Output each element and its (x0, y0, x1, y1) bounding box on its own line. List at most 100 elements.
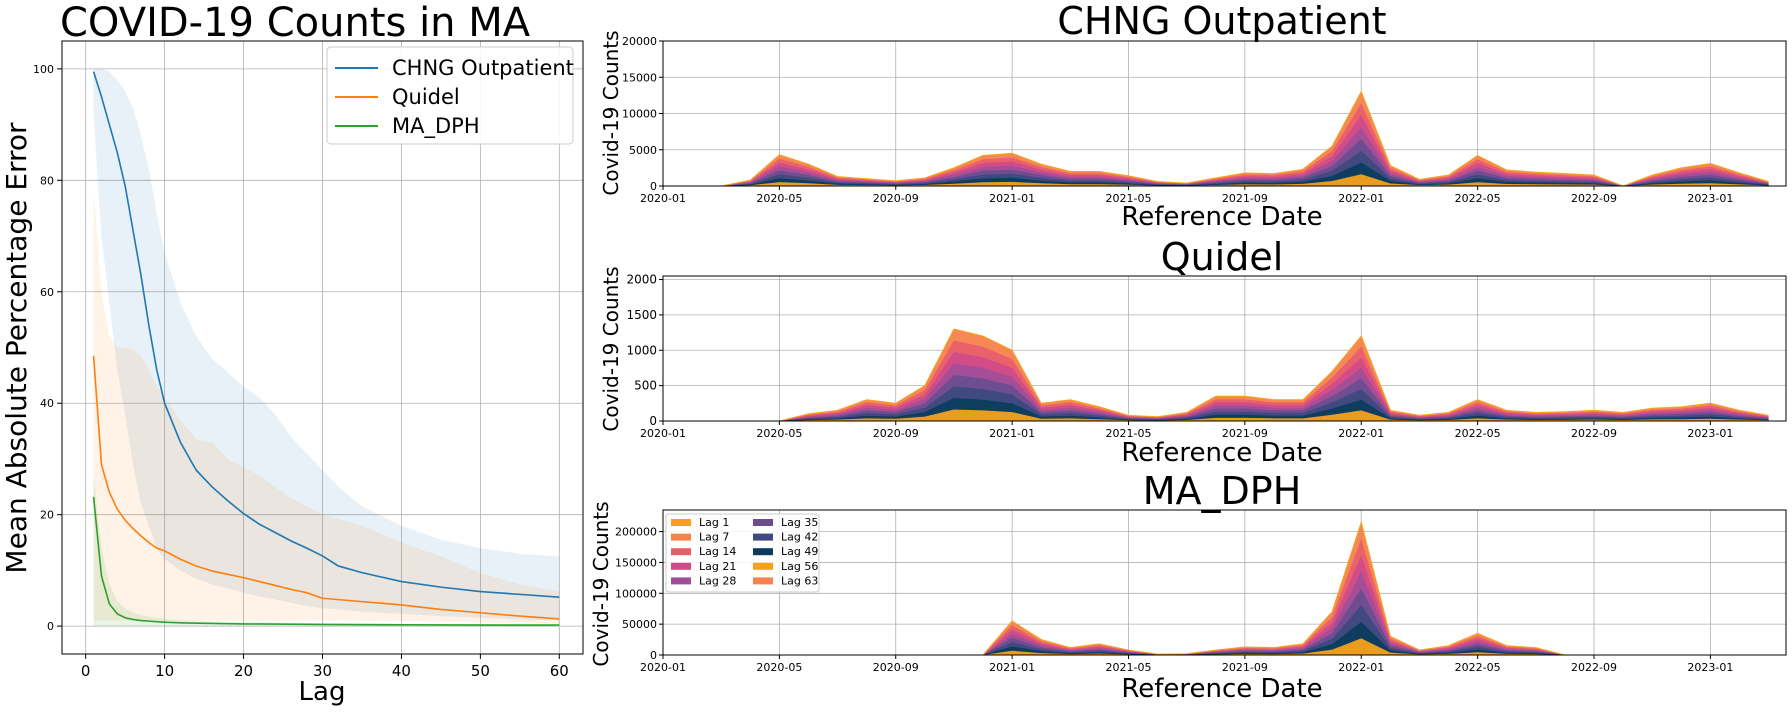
x-tick-label: 2021-01 (989, 427, 1035, 440)
subplot-title: CHNG Outpatient (1057, 0, 1386, 43)
top-outline (663, 90, 1769, 187)
legend-swatch (671, 562, 691, 570)
y-tick-label: 0 (47, 620, 54, 633)
y-axis-label: Covid-19 Counts (589, 501, 613, 666)
series-lines (92, 71, 560, 626)
x-ticks: 2020-01 2020-05 2020-09 2021-01 2021-05 2021-… (640, 655, 1733, 674)
top-outline (663, 520, 1769, 656)
legend-label: Lag 35 (781, 516, 818, 529)
x-tick-label: 2020-05 (756, 192, 802, 205)
y-ticks: 0 20 40 60 80 100 (33, 63, 62, 633)
x-axis-label: Reference Date (1121, 202, 1322, 232)
x-axis-label: Reference Date (1121, 438, 1322, 468)
legend: CHNG Outpatient Quidel MA_DPH (326, 46, 574, 145)
series-line-2 (92, 496, 560, 626)
y-tick-label: 0 (650, 180, 657, 193)
y-tick-label: 5000 (629, 144, 657, 157)
y-axis-label: Mean Absolute Percentage Error (0, 122, 33, 574)
x-tick-label: 2021-05 (1106, 427, 1152, 440)
y-tick-label: 200000 (615, 526, 657, 539)
x-tick-label: 60 (550, 662, 569, 680)
stack-layer-0 (663, 409, 1769, 421)
stacked-areas (663, 90, 1769, 187)
x-tick-label: 2022-05 (1455, 427, 1501, 440)
x-tick-label: 2020-09 (873, 661, 919, 674)
x-tick-label: 2021-05 (1106, 192, 1152, 205)
stack-layer-7 (663, 522, 1769, 655)
x-tick-label: 20 (234, 662, 253, 680)
x-tick-label: 2022-09 (1571, 427, 1617, 440)
stack-layer-4 (663, 572, 1769, 655)
x-tick-label: 40 (392, 662, 411, 680)
y-tick-label: 20000 (622, 35, 657, 48)
quidel-chart: Quidel 2020-01 2020-05 2020-09 2021-01 2021-… (599, 235, 1787, 468)
legend-swatch (753, 577, 773, 585)
x-tick-label: 2021-09 (1222, 661, 1268, 674)
stack-layer-6 (663, 538, 1769, 655)
y-tick-label: 500 (634, 379, 657, 393)
legend-swatch (753, 548, 773, 556)
x-tick-label: 2022-09 (1571, 661, 1617, 674)
x-tick-label: 2020-01 (640, 427, 686, 440)
legend-label: Lag 1 (699, 516, 729, 529)
stack-layer-7 (663, 91, 1769, 186)
band-0 (93, 68, 560, 621)
x-tick-label: 2022-05 (1455, 661, 1501, 674)
x-axis-label: Reference Date (1121, 674, 1322, 704)
y-tick-label: 100 (33, 63, 54, 76)
y-axis-label: Covid-19 Counts (599, 266, 623, 431)
x-tick-label: 50 (471, 662, 490, 680)
y-tick-label: 150000 (615, 556, 657, 569)
x-axis-label: Lag (299, 677, 346, 707)
y-tick-label: 2000 (626, 273, 657, 287)
legend-label: Lag 7 (699, 531, 729, 544)
x-tick-label: 2020-01 (640, 192, 686, 205)
legend-label-quidel: Quidel (392, 85, 460, 109)
legend-swatch (671, 577, 691, 585)
y-tick-label: 20 (40, 509, 54, 522)
x-tick-label: 30 (313, 662, 332, 680)
x-tick-label: 2020-09 (873, 427, 919, 440)
band-1 (93, 191, 560, 624)
legend-label: Lag 14 (699, 545, 736, 558)
ma-dph-chart: MA_DPH 2020-01 2020-05 2020-09 2021-01 2021-… (589, 469, 1787, 704)
legend-label: Lag 63 (781, 574, 818, 587)
x-tick-label: 2023-01 (1687, 427, 1733, 440)
y-ticks: 0 5000 10000 15000 20000 (622, 35, 663, 193)
legend-swatch (753, 519, 773, 526)
stack-layer-3 (663, 588, 1769, 655)
confidence-bands (93, 68, 560, 627)
x-tick-label: 2020-05 (756, 661, 802, 674)
legend-swatch (753, 533, 773, 541)
stacked-areas (663, 328, 1769, 422)
x-tick-label: 2023-01 (1687, 192, 1733, 205)
plot-frame (662, 275, 1787, 422)
y-tick-label: 0 (649, 414, 657, 428)
x-tick-label: 0 (81, 662, 91, 680)
legend-swatch (671, 548, 691, 556)
legend-swatch (753, 562, 773, 570)
x-tick-label: 2022-05 (1455, 192, 1501, 205)
x-ticks: 2020-01 2020-05 2020-09 2021-01 2021-05 2021-… (640, 186, 1733, 205)
legend-label-madph: MA_DPH (392, 114, 480, 139)
subplot-title: Quidel (1161, 235, 1284, 279)
y-tick-label: 60 (40, 286, 54, 299)
y-ticks: 0 500 1000 1500 2000 (626, 273, 663, 428)
y-tick-label: 0 (650, 649, 657, 662)
legend-label-chng: CHNG Outpatient (392, 56, 574, 80)
x-tick-label: 2020-01 (640, 661, 686, 674)
y-tick-label: 50000 (622, 618, 657, 631)
legend-swatch (671, 533, 691, 541)
mape-by-lag-chart: COVID-19 Counts in MA 0 10 20 30 40 50 60 0 20 4… (0, 0, 584, 707)
y-tick-label: 80 (40, 174, 54, 187)
legend-label: Lag 28 (699, 574, 736, 587)
x-tick-label: 2021-01 (989, 192, 1035, 205)
series-line-1 (92, 355, 560, 620)
legend-box (665, 513, 820, 593)
y-tick-label: 10000 (622, 108, 657, 121)
x-tick-label: 2022-01 (1338, 661, 1384, 674)
legend-label: Lag 21 (699, 560, 736, 573)
stack-layer-0 (663, 174, 1769, 186)
